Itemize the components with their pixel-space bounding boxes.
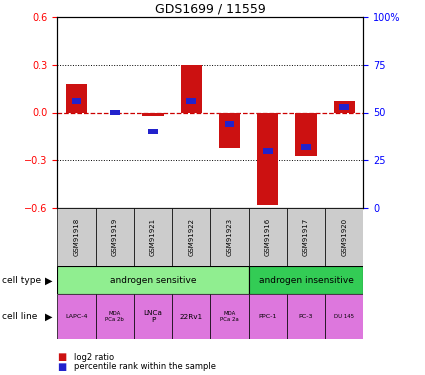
Bar bbox=[172, 208, 210, 266]
Bar bbox=[148, 129, 158, 134]
Text: GSM91919: GSM91919 bbox=[112, 218, 118, 256]
Bar bbox=[249, 208, 287, 266]
Bar bbox=[181, 64, 202, 112]
Text: PPC-1: PPC-1 bbox=[258, 314, 277, 320]
Text: cell line: cell line bbox=[2, 312, 37, 321]
Bar bbox=[219, 112, 240, 148]
Text: androgen insensitive: androgen insensitive bbox=[258, 276, 354, 285]
Bar bbox=[57, 208, 96, 266]
Text: ▶: ▶ bbox=[45, 312, 53, 322]
Text: GSM91920: GSM91920 bbox=[341, 218, 347, 256]
Text: GSM91923: GSM91923 bbox=[227, 218, 232, 256]
Bar bbox=[187, 98, 196, 104]
Bar bbox=[210, 208, 249, 266]
Bar bbox=[295, 112, 317, 156]
Text: GSM91922: GSM91922 bbox=[188, 218, 194, 256]
Bar bbox=[287, 294, 325, 339]
Text: ■: ■ bbox=[57, 362, 67, 372]
Text: LNCa
P: LNCa P bbox=[144, 310, 162, 323]
Bar bbox=[334, 101, 355, 112]
Bar bbox=[263, 148, 272, 153]
Text: MDA
PCa 2a: MDA PCa 2a bbox=[220, 312, 239, 322]
Text: ▶: ▶ bbox=[45, 275, 53, 285]
Bar bbox=[57, 294, 96, 339]
Bar bbox=[257, 112, 278, 205]
Text: log2 ratio: log2 ratio bbox=[74, 352, 113, 362]
Bar bbox=[72, 98, 81, 104]
Bar bbox=[66, 84, 87, 112]
Text: DU 145: DU 145 bbox=[334, 314, 354, 320]
Bar bbox=[325, 294, 363, 339]
Bar bbox=[210, 294, 249, 339]
Bar bbox=[301, 144, 311, 150]
Text: LAPC-4: LAPC-4 bbox=[65, 314, 88, 320]
Title: GDS1699 / 11559: GDS1699 / 11559 bbox=[155, 3, 266, 16]
Text: GSM91916: GSM91916 bbox=[265, 218, 271, 256]
Bar bbox=[249, 294, 287, 339]
Bar bbox=[57, 266, 249, 294]
Text: PC-3: PC-3 bbox=[299, 314, 313, 320]
Bar bbox=[110, 110, 119, 115]
Bar bbox=[142, 112, 164, 116]
Text: androgen sensitive: androgen sensitive bbox=[110, 276, 196, 285]
Bar bbox=[172, 294, 210, 339]
Text: GSM91917: GSM91917 bbox=[303, 218, 309, 256]
Text: MDA
PCa 2b: MDA PCa 2b bbox=[105, 312, 124, 322]
Bar bbox=[340, 104, 349, 110]
Bar bbox=[287, 208, 325, 266]
Text: ■: ■ bbox=[57, 352, 67, 362]
Bar bbox=[134, 294, 172, 339]
Bar bbox=[225, 121, 234, 127]
Bar bbox=[96, 294, 134, 339]
Text: 22Rv1: 22Rv1 bbox=[180, 314, 203, 320]
Text: GSM91921: GSM91921 bbox=[150, 218, 156, 256]
Bar bbox=[249, 266, 363, 294]
Text: percentile rank within the sample: percentile rank within the sample bbox=[74, 362, 215, 371]
Bar bbox=[96, 208, 134, 266]
Text: GSM91918: GSM91918 bbox=[74, 218, 79, 256]
Text: cell type: cell type bbox=[2, 276, 41, 285]
Bar bbox=[325, 208, 363, 266]
Bar bbox=[134, 208, 172, 266]
